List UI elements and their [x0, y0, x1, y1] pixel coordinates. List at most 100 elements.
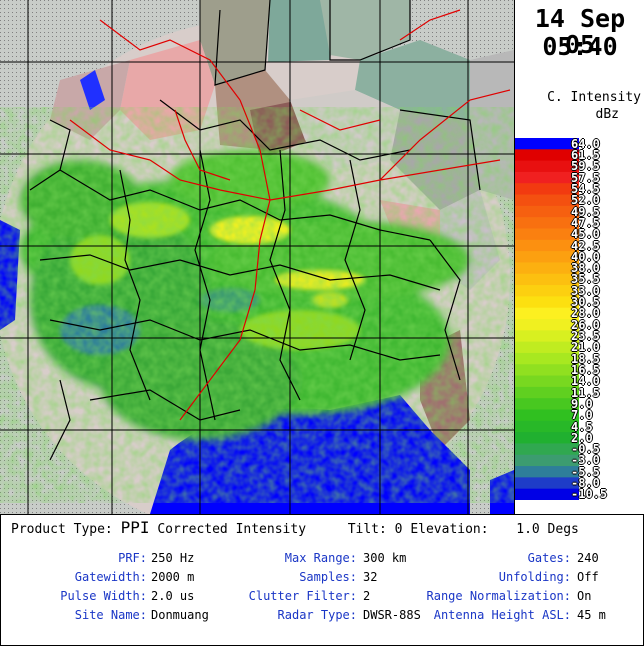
color-scale-segment: [515, 488, 579, 500]
color-scale-tick-label: 61.5: [571, 148, 600, 162]
color-scale-segment: [515, 443, 579, 456]
unfolding-value: Off: [577, 570, 599, 584]
prf-value: 250 Hz: [151, 551, 195, 565]
color-scale-segment: [515, 183, 579, 196]
legend-unit: dBz: [595, 107, 619, 122]
color-scale-tick-label: 4.5: [571, 419, 593, 434]
time-label: 05:40: [542, 32, 618, 61]
color-scale-tick-label: -8.0: [571, 476, 600, 490]
color-scale-tick-label: 40.0: [571, 249, 600, 264]
color-scale-tick-label: 28.0: [571, 306, 600, 321]
precipitation-echoes: [0, 140, 514, 470]
color-scale-tick-label: 30.5: [571, 295, 600, 309]
color-scale-segment: [515, 273, 579, 286]
product-type-value: PPI: [120, 518, 150, 537]
unfolding-label: Unfolding:: [498, 570, 571, 584]
prf-label: PRF:: [118, 551, 147, 565]
product-type-label: Product Type:: [11, 522, 113, 537]
color-scale-segment: [515, 319, 579, 331]
roads: [69, 9, 511, 421]
radar-type-value: DWSR-88S: [363, 608, 421, 622]
color-scale-segment: [515, 285, 579, 297]
color-scale-tick-label: 52.0: [571, 193, 600, 208]
color-scale-segment: [515, 217, 579, 229]
samples-value: 32: [363, 570, 378, 584]
color-scale-segment: [515, 477, 579, 490]
color-scale-segment: [515, 352, 579, 365]
color-scale-tick-label: 47.5: [571, 215, 600, 230]
color-scale-tick-label: 35.5: [571, 272, 600, 287]
legend-panel: 14 Sep 05 05:40 C. Intensity dBz 64.0 61.…: [514, 0, 644, 514]
color-scale-tick-label: 33.0: [571, 283, 600, 298]
province-borders: [29, 0, 481, 461]
site-name-label: Site Name:: [74, 608, 147, 622]
clutter-filter-label: Clutter Filter:: [248, 589, 357, 603]
color-scale-bar: [515, 138, 579, 500]
pulse-width-value: 2.0 us: [151, 589, 195, 603]
color-scale-tick-label: 9.0: [571, 396, 593, 411]
color-scale-segment: [515, 330, 579, 343]
gatewidth-label: Gatewidth:: [74, 570, 147, 584]
product-line: Product Type: PPI Corrected Intensity Ti…: [11, 518, 579, 537]
color-scale-segment: [515, 160, 579, 173]
elevation-label: Elevation:: [410, 522, 489, 537]
color-scale-segment: [515, 386, 579, 399]
radar-map-svg: [0, 0, 514, 536]
color-scale-tick-label: 57.5: [571, 170, 600, 185]
color-scale-tick-label: 11.5: [571, 385, 600, 400]
color-scale-segment: [515, 296, 579, 309]
color-scale-segment: [515, 239, 579, 252]
map-grid: [0, 0, 514, 514]
gatewidth-value: 2000 m: [151, 570, 195, 584]
color-scale-tick-label: 59.5: [571, 159, 600, 174]
color-scale-tick-label: -5.5: [571, 464, 600, 479]
color-scale-segment: [515, 432, 579, 444]
tilt-label: Tilt:: [347, 522, 387, 537]
color-scale-segment: [515, 466, 579, 478]
color-scale-tick-label: 7.0: [571, 408, 593, 423]
color-scale-tick-label: 14.0: [571, 374, 600, 389]
legend-title: C. Intensity: [547, 90, 641, 105]
product-name: Corrected Intensity: [157, 522, 307, 537]
color-scale-tick-label: 18.5: [571, 351, 600, 366]
color-scale-segment: [515, 454, 579, 467]
color-scale-tick-label: 54.5: [571, 181, 600, 196]
gates-label: Gates:: [527, 551, 571, 565]
color-scale-ticks: 64.0 61.5 59.5 57.5 54.5 52.0 49.5 47.5 45.0 42.5…: [571, 136, 644, 502]
color-scale-tick-label: 38.0: [571, 261, 600, 276]
color-scale-segment: [515, 171, 579, 184]
color-scale-tick-label: 42.5: [571, 238, 600, 253]
radar-type-label: Radar Type:: [277, 608, 357, 622]
color-scale-tick-label: -0.5: [571, 442, 600, 457]
color-scale-segment: [515, 262, 579, 275]
color-scale-segment: [515, 420, 579, 433]
color-scale-segment: [515, 228, 579, 241]
color-scale-segment: [515, 149, 579, 162]
color-scale-tick-label: 26.0: [571, 317, 600, 332]
range-normalization-label: Range Normalization:: [426, 589, 572, 603]
color-scale-segment: [515, 375, 579, 388]
gates-value: 240: [577, 551, 599, 565]
antenna-height-label: Antenna Height ASL:: [433, 608, 571, 622]
color-scale-tick-label: 64.0: [571, 136, 600, 151]
radar-info-panel: Product Type: PPI Corrected Intensity Ti…: [0, 514, 644, 646]
pulse-width-label: Pulse Width:: [60, 589, 147, 603]
samples-label: Samples:: [299, 570, 357, 584]
date-label: 14 Sep 05: [534, 4, 626, 59]
color-scale-tick-label: -3.0: [571, 453, 600, 468]
color-scale-segment: [515, 409, 579, 422]
range-normalization-value: On: [577, 589, 592, 603]
site-name-value: Donmuang: [151, 608, 209, 622]
color-scale-tick-label: -10.5: [571, 487, 608, 502]
max-range-label: Max Range:: [284, 551, 357, 565]
color-scale-segment: [515, 364, 579, 377]
color-scale-segment: [515, 138, 579, 150]
color-scale-tick-label: 21.0: [571, 340, 600, 355]
color-scale-tick-label: 49.5: [571, 204, 600, 219]
tilt-value: 0: [394, 522, 403, 537]
clutter-filter-value: 2: [363, 589, 371, 603]
color-scale-segment: [515, 398, 579, 410]
color-scale-tick-label: 45.0: [571, 227, 600, 242]
color-scale-segment: [515, 194, 579, 207]
color-scale-segment: [515, 307, 579, 320]
